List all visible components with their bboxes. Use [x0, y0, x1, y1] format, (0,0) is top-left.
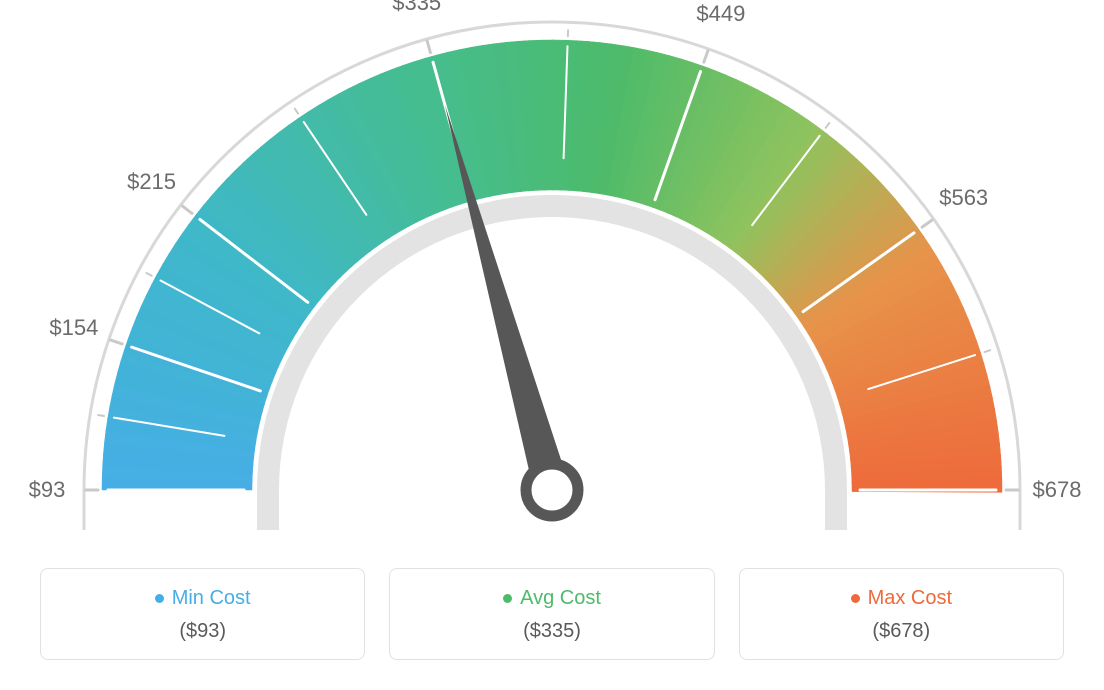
cost-gauge-container: $93 $154 $215 $335 $449 $563 $678 Min Cost ($9… — [0, 0, 1104, 690]
legend-card-max: Max Cost ($678) — [739, 568, 1064, 660]
legend-row: Min Cost ($93) Avg Cost ($335) Max Cost … — [40, 568, 1064, 660]
legend-label-avg: Avg Cost — [503, 587, 601, 610]
legend-text-min: Min Cost — [172, 587, 251, 610]
legend-dot-max — [851, 594, 860, 603]
gauge-tick-label: $678 — [1033, 477, 1082, 503]
legend-card-avg: Avg Cost ($335) — [389, 568, 714, 660]
legend-dot-avg — [503, 594, 512, 603]
legend-text-avg: Avg Cost — [520, 587, 601, 610]
gauge-tick-label: $335 — [392, 0, 441, 16]
legend-card-min: Min Cost ($93) — [40, 568, 365, 660]
legend-label-max: Max Cost — [851, 587, 952, 610]
gauge-tick-label: $93 — [29, 477, 66, 503]
gauge-svg — [0, 0, 1104, 560]
legend-value-avg: ($335) — [400, 620, 703, 643]
gauge-tick-label: $215 — [127, 169, 176, 195]
gauge-tick-label: $449 — [696, 1, 745, 27]
legend-value-min: ($93) — [51, 620, 354, 643]
gauge-tick-label: $563 — [939, 185, 988, 211]
legend-dot-min — [155, 594, 164, 603]
legend-text-max: Max Cost — [868, 587, 952, 610]
legend-label-min: Min Cost — [155, 587, 251, 610]
gauge-chart: $93 $154 $215 $335 $449 $563 $678 — [0, 0, 1104, 560]
gauge-tick-label: $154 — [49, 315, 98, 341]
legend-value-max: ($678) — [750, 620, 1053, 643]
